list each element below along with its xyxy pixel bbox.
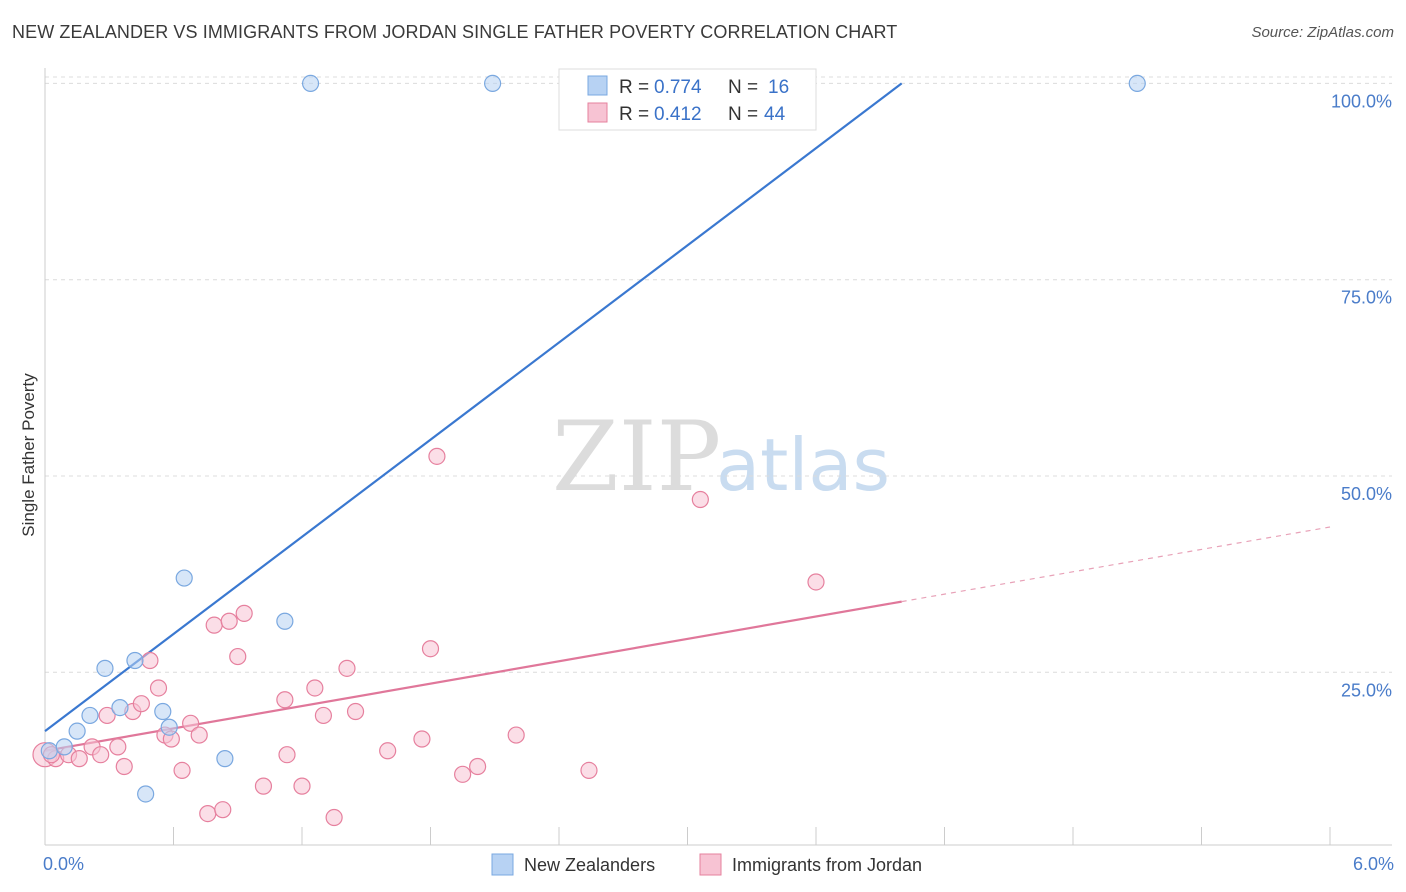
x-tick-label-max: 6.0% <box>1353 854 1394 874</box>
watermark-atlas: atlas <box>716 423 890 507</box>
legend-box: R = 0.774 N = 16 R = 0.412 N = 44 <box>558 68 817 131</box>
point-new-zealander <box>301 74 320 93</box>
point-jordan <box>98 706 116 725</box>
point-jordan <box>149 679 168 697</box>
point-jordan <box>276 691 294 709</box>
bottom-legend-swatch-pink <box>699 853 722 876</box>
point-jordan <box>325 808 343 827</box>
point-new-zealander <box>484 74 502 93</box>
point-jordan <box>205 616 223 634</box>
point-new-zealander <box>175 569 193 587</box>
point-new-zealander <box>68 722 86 740</box>
bottom-legend: New Zealanders Immigrants from Jordan <box>491 853 922 876</box>
point-jordan <box>807 573 825 591</box>
bottom-legend-swatch-blue <box>491 853 514 876</box>
legend-n-value-2: 44 <box>764 104 786 125</box>
trend-line-new-zealanders <box>44 82 903 733</box>
point-jordan <box>190 726 208 744</box>
chart-title: NEW ZEALANDER VS IMMIGRANTS FROM JORDAN … <box>12 22 898 42</box>
point-jordan <box>214 801 232 819</box>
gridlines <box>45 76 1392 673</box>
trend-line-jordan-extension <box>901 526 1331 603</box>
point-jordan <box>92 746 110 764</box>
point-jordan <box>421 640 440 658</box>
point-new-zealander <box>81 706 99 725</box>
axes: 25.0% 50.0% 75.0% 100.0% 0.0% 6.0% <box>43 68 1394 874</box>
legend-swatch-pink <box>587 102 608 123</box>
legend-swatch-blue <box>587 75 608 96</box>
bottom-legend-label-pink: Immigrants from Jordan <box>732 855 922 875</box>
legend-n-label-2: N = <box>728 104 758 125</box>
legend-n-value-1: 16 <box>768 77 789 98</box>
point-new-zealander <box>154 702 172 721</box>
x-tick-label-min: 0.0% <box>43 854 84 874</box>
y-tick-label: 100.0% <box>1331 91 1392 111</box>
legend-r-label-1: R = <box>619 77 649 98</box>
y-tick-label: 75.0% <box>1341 288 1392 308</box>
point-new-zealander <box>40 742 58 760</box>
point-jordan <box>278 746 296 764</box>
y-tick-label: 50.0% <box>1341 484 1392 504</box>
point-jordan <box>580 761 598 780</box>
point-jordan <box>132 695 150 713</box>
point-jordan <box>115 757 133 776</box>
point-jordan <box>229 647 247 666</box>
point-jordan <box>306 679 324 697</box>
point-jordan <box>338 659 356 677</box>
source-credit: Source: ZipAtlas.com <box>1251 24 1394 41</box>
point-jordan <box>220 612 238 630</box>
legend-r-value-1: 0.774 <box>654 77 702 98</box>
legend-r-value-2: 0.412 <box>654 104 702 125</box>
point-jordan <box>141 651 159 670</box>
point-new-zealander <box>126 651 144 670</box>
point-new-zealander <box>137 785 155 803</box>
y-axis-title: Single Father Poverty <box>19 373 38 537</box>
point-jordan <box>182 714 200 732</box>
point-new-zealander <box>160 718 178 736</box>
point-jordan <box>173 761 191 780</box>
point-jordan <box>507 726 525 744</box>
point-jordan <box>293 777 311 795</box>
point-jordan <box>199 804 217 823</box>
point-jordan <box>70 750 88 768</box>
point-jordan <box>314 706 333 725</box>
point-jordan <box>469 757 487 776</box>
data-points <box>32 74 1146 827</box>
point-jordan <box>379 742 397 760</box>
point-jordan <box>428 447 446 465</box>
point-jordan <box>109 738 127 756</box>
legend-n-label-1: N = <box>728 77 758 98</box>
point-new-zealander <box>111 698 129 717</box>
point-new-zealander <box>276 612 294 630</box>
point-new-zealander <box>55 738 73 756</box>
point-new-zealander <box>96 659 114 677</box>
bottom-legend-label-blue: New Zealanders <box>524 855 655 875</box>
point-jordan <box>235 604 253 622</box>
point-new-zealander <box>216 750 234 768</box>
point-new-zealander <box>1128 74 1146 93</box>
point-jordan <box>454 765 472 783</box>
point-jordan <box>346 702 365 721</box>
point-jordan <box>413 730 431 748</box>
watermark-zip: ZIP <box>552 401 721 513</box>
y-tick-label: 25.0% <box>1341 680 1392 700</box>
point-jordan <box>254 777 273 795</box>
legend-r-label-2: R = <box>619 104 649 125</box>
point-jordan <box>691 490 709 509</box>
